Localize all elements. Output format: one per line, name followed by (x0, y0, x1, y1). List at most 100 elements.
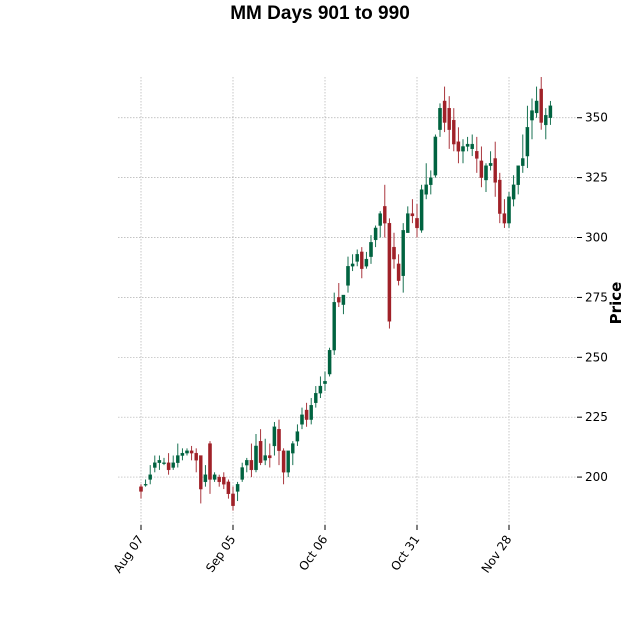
candle-body (452, 119, 456, 145)
x-tick-label: Oct 31 (388, 533, 422, 574)
candle-body (415, 218, 419, 229)
candle-body (548, 105, 553, 118)
y-axis: 200 225 250 275 300 325 350 (577, 111, 608, 484)
candle-body (350, 263, 355, 267)
candle-body (272, 426, 277, 447)
chart-title: MM Days 901 to 990 (230, 3, 410, 24)
candle-body (176, 455, 180, 463)
candle-body (332, 302, 336, 351)
candle-body (539, 88, 543, 123)
candle-body (498, 179, 502, 214)
candle-body (291, 443, 295, 454)
y-axis-label: Price (607, 282, 625, 325)
candle-body (544, 115, 548, 126)
y-tick-label: 200 (585, 470, 608, 484)
candle-body (406, 213, 410, 233)
candle-body (180, 452, 185, 456)
candle-body (139, 486, 143, 492)
x-tick-label: Nov 28 (479, 533, 515, 576)
candle-body (300, 414, 304, 425)
candle-body (323, 381, 327, 384)
candle-body (162, 462, 166, 464)
candle-body (153, 462, 157, 468)
candle-body (304, 409, 309, 420)
candle-body (143, 484, 148, 486)
candle-body (268, 455, 272, 459)
candle-body (401, 230, 405, 276)
candle-body (258, 440, 263, 463)
x-tick-label: Sep 05 (203, 533, 238, 575)
candle-body (465, 143, 470, 147)
candle-body (369, 242, 373, 257)
y-tick-label: 275 (585, 290, 608, 304)
candle-body (360, 251, 364, 269)
candle-body (199, 455, 203, 490)
candle-body (429, 177, 433, 185)
candle-body (341, 294, 346, 305)
candle-body (148, 474, 152, 480)
y-tick-label: 325 (585, 171, 608, 185)
candle-body (309, 405, 313, 420)
candle-body (189, 450, 194, 454)
candle-body (479, 160, 484, 178)
candle-body (456, 141, 461, 152)
candle-body (263, 455, 267, 461)
candle-body (364, 258, 369, 267)
candle-body (222, 476, 226, 485)
candle-body (424, 184, 428, 195)
candle-body (157, 460, 162, 463)
y-tick-label: 350 (585, 111, 608, 125)
candle-body (245, 460, 249, 466)
candle-body (534, 100, 539, 114)
candle-body (525, 127, 530, 157)
candles (139, 77, 553, 511)
candle-body (470, 143, 474, 150)
candle-body (447, 107, 451, 130)
candle-body (286, 450, 290, 473)
x-tick-label: Oct 06 (296, 533, 330, 574)
candle-body (433, 136, 438, 176)
y-tick-label: 300 (585, 231, 608, 245)
y-tick-label: 225 (585, 410, 608, 424)
candle-body (507, 196, 511, 224)
candle-body (373, 227, 378, 241)
candle-body (493, 158, 497, 183)
candle-body (217, 476, 221, 483)
candle-body (488, 163, 493, 166)
candle-body (438, 107, 442, 130)
candle-body (240, 467, 244, 480)
candle-body (203, 474, 208, 483)
candle-body (484, 165, 488, 181)
x-tick-label: Aug 07 (111, 533, 147, 576)
candle-body (346, 266, 350, 286)
candle-body (419, 189, 424, 231)
candle-body (208, 443, 212, 480)
candle-body (396, 263, 401, 281)
candle-body (461, 146, 465, 152)
candle-body (337, 297, 341, 303)
candle-body (249, 460, 254, 471)
candle-body (502, 213, 507, 224)
candle-body (410, 213, 415, 217)
candle-body (378, 213, 382, 226)
candle-body (226, 481, 231, 495)
candle-body (314, 393, 318, 403)
candle-body (327, 349, 332, 375)
candle-body (511, 184, 516, 200)
candle-body (387, 222, 392, 322)
candle-body (185, 450, 189, 454)
candle-body (521, 158, 525, 166)
candle-body (355, 254, 359, 262)
candle-body (166, 462, 171, 471)
candle-body (277, 429, 281, 451)
candle-body (212, 474, 217, 480)
candle-body (171, 462, 175, 468)
candle-body (231, 493, 235, 506)
candle-body (516, 165, 520, 185)
candle-body (383, 206, 387, 224)
candle-body (442, 100, 447, 123)
candle-body (254, 445, 258, 471)
y-tick-label: 250 (585, 350, 608, 364)
candle-body (318, 385, 323, 394)
